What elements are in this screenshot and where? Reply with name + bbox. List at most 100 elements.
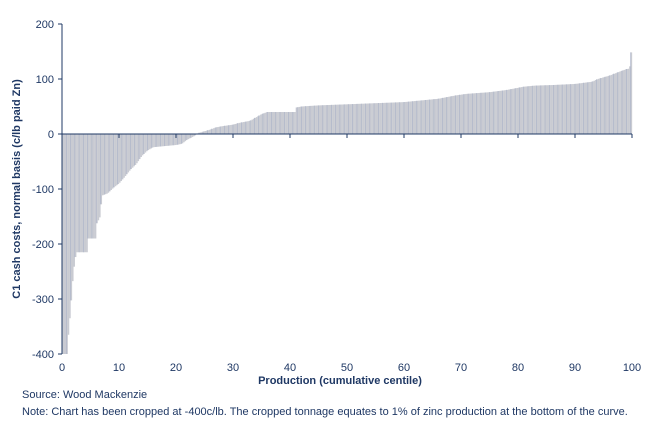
x-tick-label: 80	[512, 362, 524, 374]
y-tick-label: 200	[36, 19, 54, 31]
cost-bar	[119, 134, 121, 183]
cost-bar	[329, 104, 332, 134]
cost-bar	[327, 105, 329, 134]
cost-bar	[267, 112, 269, 134]
cost-bar	[324, 105, 326, 134]
cost-bar	[124, 134, 127, 177]
cost-bar	[453, 95, 456, 134]
cost-bar	[198, 132, 201, 134]
y-tick-label: -300	[32, 294, 54, 306]
cost-bar	[299, 106, 302, 134]
cost-bar	[113, 134, 115, 188]
cost-bar	[432, 99, 435, 134]
cost-bar	[443, 97, 446, 134]
cost-bar	[90, 134, 93, 239]
cost-bar	[225, 125, 228, 134]
cost-bar	[490, 91, 493, 134]
cost-bar	[527, 86, 530, 134]
cost-bar	[553, 84, 556, 134]
cost-bar	[106, 134, 108, 194]
cost-bar	[257, 116, 259, 134]
cost-bar	[154, 134, 157, 147]
cost-bar	[418, 100, 420, 134]
cost-bar	[338, 104, 341, 134]
cost-bar	[479, 92, 482, 134]
cost-bar	[374, 103, 376, 134]
cost-bar	[116, 134, 118, 186]
cost-bar	[540, 85, 543, 134]
cost-bar	[372, 103, 375, 134]
cost-bar	[224, 125, 227, 134]
cost-bar	[630, 52, 633, 135]
cost-bar	[613, 73, 616, 134]
cost-bar	[462, 94, 464, 134]
cost-bar	[463, 94, 466, 134]
cost-bar	[204, 131, 207, 134]
cost-bar	[347, 104, 349, 134]
cost-bar	[93, 134, 95, 239]
cost-bar	[322, 105, 325, 134]
cost-bar	[153, 134, 155, 148]
cost-bar	[234, 124, 236, 134]
cost-bar	[156, 134, 158, 147]
cost-bar	[535, 85, 537, 134]
cost-bar	[604, 76, 607, 134]
cost-bar	[150, 134, 152, 149]
cost-bar	[493, 91, 496, 134]
cost-bar	[489, 92, 492, 134]
cost-bar	[160, 134, 162, 147]
cost-bar	[452, 95, 455, 134]
cost-bar	[282, 112, 285, 134]
cost-bar	[576, 83, 578, 134]
cost-bar	[366, 103, 369, 134]
cost-bar	[599, 78, 601, 134]
cost-bar	[120, 134, 122, 182]
cost-bar	[502, 90, 504, 134]
cost-bar	[513, 88, 516, 134]
cost-bar	[560, 84, 563, 134]
cost-bar	[622, 70, 624, 134]
cost-bar	[126, 134, 128, 175]
cost-bar	[563, 84, 566, 134]
cost-bar	[123, 134, 125, 178]
cost-bar	[523, 86, 526, 134]
cost-bar	[335, 104, 338, 134]
cost-bar	[575, 83, 577, 134]
cost-bar	[570, 84, 573, 134]
cost-bar	[194, 134, 197, 136]
cost-bar	[214, 127, 217, 134]
cost-bar	[252, 118, 255, 134]
cost-bar	[503, 90, 506, 134]
cost-bar	[505, 90, 507, 134]
cost-bar	[583, 82, 586, 134]
cost-bar	[375, 103, 378, 134]
cost-bar	[549, 85, 551, 134]
cost-bar	[547, 85, 550, 134]
cost-bar	[385, 102, 388, 134]
cost-bar	[177, 134, 179, 145]
cost-bar	[193, 134, 195, 137]
cost-bar	[67, 134, 70, 335]
cost-bar	[506, 89, 509, 134]
cost-bar	[146, 134, 148, 152]
cost-bar	[134, 134, 137, 165]
cost-bar	[433, 99, 436, 134]
cost-bar	[228, 125, 231, 134]
chart-axes	[61, 24, 632, 354]
cost-bar	[344, 104, 346, 134]
cost-bar	[242, 122, 245, 134]
cost-bar	[438, 98, 440, 134]
cost-bar	[99, 134, 101, 218]
cost-bar	[136, 134, 138, 164]
cost-bar	[446, 97, 449, 134]
cost-bar	[556, 84, 559, 134]
cost-bar	[207, 130, 209, 134]
cost-bar	[275, 112, 278, 134]
cost-bar	[413, 101, 416, 134]
cost-bar	[308, 106, 311, 134]
cost-bar	[495, 91, 497, 135]
cost-bar	[396, 102, 399, 134]
cost-bar	[415, 100, 417, 134]
cost-bar	[409, 101, 412, 134]
cost-bar	[475, 93, 477, 134]
